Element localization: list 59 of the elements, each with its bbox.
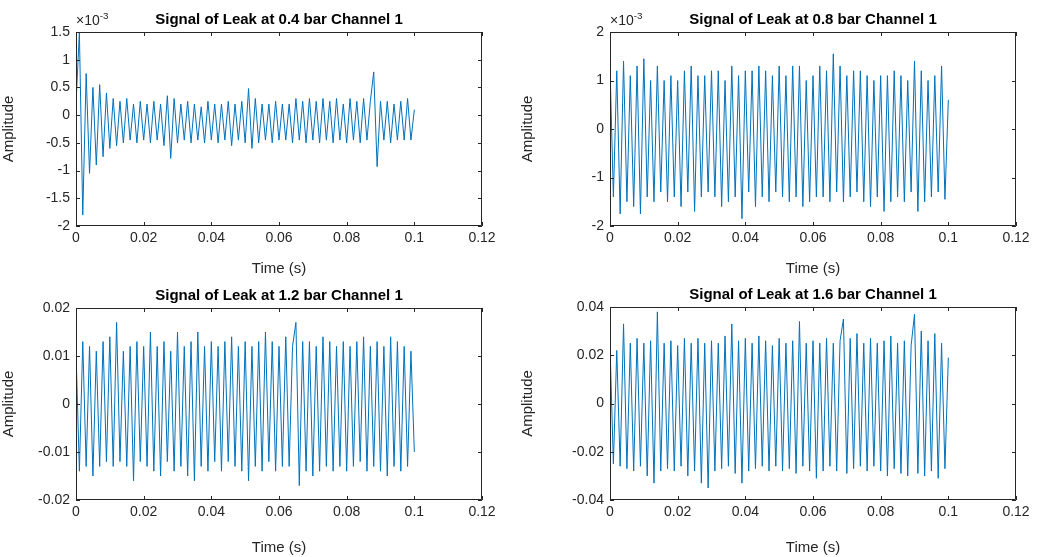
x-tick-label: 0.1: [404, 229, 425, 246]
chart-title: Signal of Leak at 0.4 bar Channel 1: [155, 10, 403, 27]
x-tick-label: 0.12: [468, 503, 496, 520]
x-tick-label: 0.08: [867, 503, 895, 520]
y-tick-label: 2: [596, 22, 605, 39]
x-tick-label: 0.06: [799, 503, 827, 520]
x-tick-label: 0.02: [130, 503, 158, 520]
x-axis-title: Time (s): [251, 259, 307, 277]
x-tick-label: 0.12: [468, 229, 496, 246]
y-tick-label: 0.5: [50, 78, 71, 95]
x-tick-label: 0.02: [664, 503, 692, 520]
y-tick-label: 1: [596, 71, 605, 88]
y-tick-label: 0: [596, 394, 605, 411]
y-axis-title: Amplitude: [0, 95, 17, 163]
x-tick-label: 0.1: [404, 503, 425, 520]
x-tick-label: 0.1: [938, 503, 959, 520]
x-axis-title: Time (s): [785, 259, 841, 277]
y-tick-label: -1: [57, 161, 71, 178]
x-tick-label: 0.08: [867, 229, 895, 246]
y-axis-title: Amplitude: [518, 95, 536, 163]
x-tick-label: 0.06: [799, 229, 827, 246]
y-axis-title: Amplitude: [0, 370, 17, 438]
x-tick-label: 0.04: [731, 229, 760, 246]
y-tick-label: 1: [62, 50, 71, 67]
y-tick-label: 1.5: [50, 22, 71, 39]
x-tick-label: 0.04: [731, 503, 760, 520]
x-tick-label: 0.08: [333, 503, 361, 520]
x-axis-title: Time (s): [251, 538, 307, 556]
y-tick-label: -0.02: [38, 490, 71, 507]
x-tick-label: 0.12: [1002, 503, 1030, 520]
x-tick-label: 0.02: [664, 229, 692, 246]
chart-title: Signal of Leak at 1.2 bar Channel 1: [155, 286, 403, 303]
y-tick-label: -1: [591, 168, 605, 185]
y-tick-label: 0.01: [42, 346, 71, 363]
x-tick-label: 0.04: [197, 503, 226, 520]
y-axis-title: Amplitude: [518, 370, 536, 437]
y-tick-label: -0.5: [45, 133, 71, 150]
x-tick-label: 0.02: [130, 229, 158, 246]
chart-title: Signal of Leak at 1.6 bar Channel 1: [689, 285, 937, 302]
y-tick-label: 0.04: [576, 297, 605, 314]
y-tick-label: 0: [62, 106, 71, 122]
x-tick-label: 0.1: [938, 229, 959, 246]
x-tick-label: 0.06: [265, 503, 293, 520]
chart-title: Signal of Leak at 0.8 bar Channel 1: [689, 10, 937, 27]
y-tick-label: -2: [57, 216, 71, 233]
y-tick-label: 0: [62, 394, 71, 411]
x-axis-title: Time (s): [785, 538, 841, 556]
y-tick-label: -0.01: [38, 442, 71, 459]
y-tick-label: 0: [596, 119, 605, 136]
x-tick-label: 0.04: [197, 229, 226, 246]
y-tick-label: 0.02: [576, 346, 605, 363]
y-tick-label: -2: [591, 216, 605, 233]
y-tick-label: -1.5: [45, 189, 71, 206]
y-tick-label: 0.02: [42, 298, 71, 315]
x-tick-label: 0.12: [1002, 229, 1030, 246]
x-tick-label: 0.06: [265, 229, 293, 246]
y-tick-label: -0.02: [572, 442, 605, 459]
y-tick-label: -0.04: [572, 490, 605, 507]
x-tick-label: 0.08: [333, 229, 361, 246]
